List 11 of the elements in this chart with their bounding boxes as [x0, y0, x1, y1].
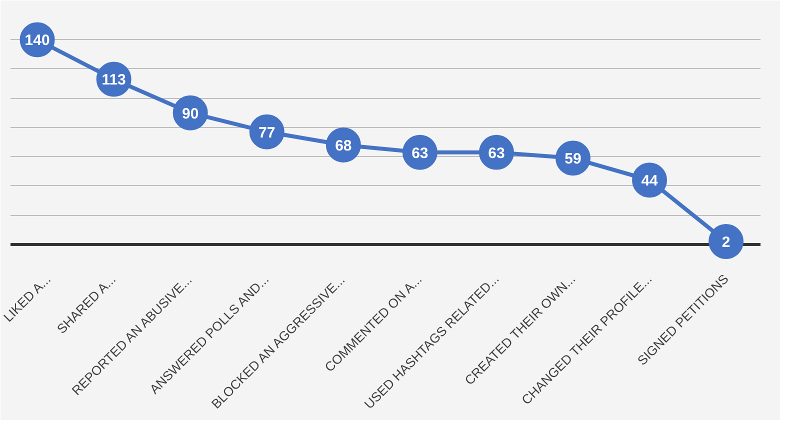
data-label: 113 — [102, 72, 126, 89]
point — [708, 224, 744, 259]
data-label: 2 — [722, 234, 730, 252]
data-label: 77 — [258, 124, 276, 142]
data-label: 140 — [24, 32, 50, 50]
data-label: 68 — [335, 138, 352, 155]
data-label: 90 — [182, 105, 199, 122]
data-label: 59 — [564, 150, 582, 168]
data-label: 63 — [488, 144, 505, 162]
data-label: 44 — [641, 172, 659, 190]
data-label: 63 — [412, 144, 428, 162]
